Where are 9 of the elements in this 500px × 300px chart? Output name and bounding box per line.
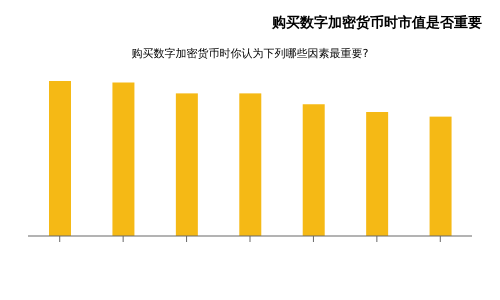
text: 购买数字加密货币时市值是否重要	[270, 14, 483, 33]
bar	[49, 81, 71, 236]
bar	[176, 93, 198, 236]
bar	[112, 82, 134, 236]
bar	[366, 112, 388, 236]
bar	[430, 116, 452, 236]
bar	[239, 93, 262, 236]
bar	[302, 104, 325, 236]
chart-title: 购买数字加密货币时你认为下列哪些因素最重要?	[130, 46, 370, 61]
